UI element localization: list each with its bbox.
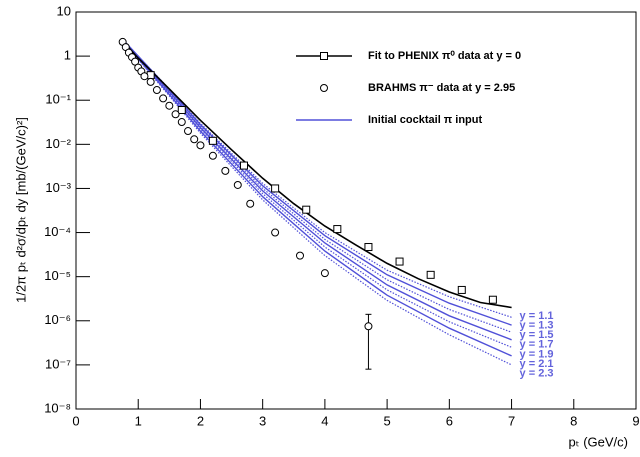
phenix-point (395, 257, 404, 266)
x-tick-label: 8 (570, 413, 577, 428)
curve-label: y = 1.9 (520, 348, 554, 360)
phenix-point (457, 285, 466, 294)
brahms-point (140, 72, 149, 81)
cocktail-curve (125, 44, 512, 357)
curve-label: y = 1.5 (520, 329, 554, 341)
y-tick-label: 10⁻⁸ (44, 400, 71, 415)
brahms-point (233, 180, 242, 189)
plot-frame (75, 11, 637, 410)
y-tick-label: 10⁻³ (45, 180, 71, 195)
phenix-point (488, 295, 497, 304)
x-tick-label: 6 (446, 413, 453, 428)
curve-label: y = 1.1 (520, 310, 554, 322)
y-tick-label: 10⁻² (45, 136, 71, 151)
legend-marker (320, 84, 328, 92)
phenix-point (333, 225, 342, 234)
x-tick-label: 2 (197, 413, 204, 428)
brahms-point (208, 151, 217, 160)
y-tick-label: 10⁻⁶ (44, 312, 71, 327)
brahms-point (196, 141, 205, 150)
brahms-point (246, 199, 255, 208)
curve-label: y = 1.7 (520, 339, 554, 351)
curve-label: y = 2.1 (520, 358, 554, 370)
brahms-point (296, 251, 304, 260)
fit-curve (122, 40, 512, 309)
brahms-point (171, 110, 180, 119)
phenix-point (364, 243, 373, 252)
legend-label: Fit to PHENIX π⁰ data at y = 0 (368, 50, 521, 62)
brahms-point (165, 101, 174, 110)
phenix-point (240, 161, 248, 170)
brahms-point (221, 166, 230, 175)
legend-label: Initial cocktail π input (368, 114, 482, 126)
x-tick-label: 0 (72, 413, 79, 428)
cocktail-curve (125, 42, 512, 326)
brahms-point (177, 118, 186, 127)
y-axis-title: 1/2π pₜ d²σ/dpₜ dy [mb/(GeV/c)²] (13, 117, 28, 303)
curve-label: y = 1.3 (520, 320, 554, 332)
y-tick-label: 10⁻⁴ (44, 224, 71, 239)
phenix-point (271, 184, 280, 193)
phenix-point (426, 270, 435, 279)
x-axis-title: pₜ (GeV/c) (569, 434, 628, 449)
phenix-point (208, 136, 217, 145)
x-tick-label: 7 (508, 413, 515, 428)
legend-label: BRAHMS π⁻ data at y = 2.95 (368, 82, 515, 94)
y-tick-label: 10⁻¹ (45, 92, 71, 107)
brahms-point (146, 77, 155, 86)
x-tick-label: 9 (632, 413, 639, 428)
phenix-point (302, 205, 311, 214)
brahms-point (152, 86, 161, 95)
brahms-point (364, 322, 373, 331)
legend-marker (320, 52, 328, 60)
brahms-point (184, 127, 192, 136)
y-tick-label: 1 (64, 48, 71, 63)
brahms-point (159, 94, 168, 103)
x-tick-label: 3 (259, 413, 266, 428)
phenix-point (177, 106, 186, 115)
brahms-point (320, 269, 329, 278)
x-tick-label: 1 (135, 413, 142, 428)
y-tick-label: 10⁻⁷ (45, 356, 71, 371)
brahms-point (190, 135, 199, 144)
curve-label: y = 2.3 (520, 368, 554, 380)
x-tick-label: 5 (383, 413, 390, 428)
y-tick-label: 10⁻⁵ (44, 268, 71, 283)
y-tick-label: 10 (57, 3, 71, 18)
brahms-point (271, 228, 280, 237)
x-tick-label: 4 (321, 413, 328, 428)
